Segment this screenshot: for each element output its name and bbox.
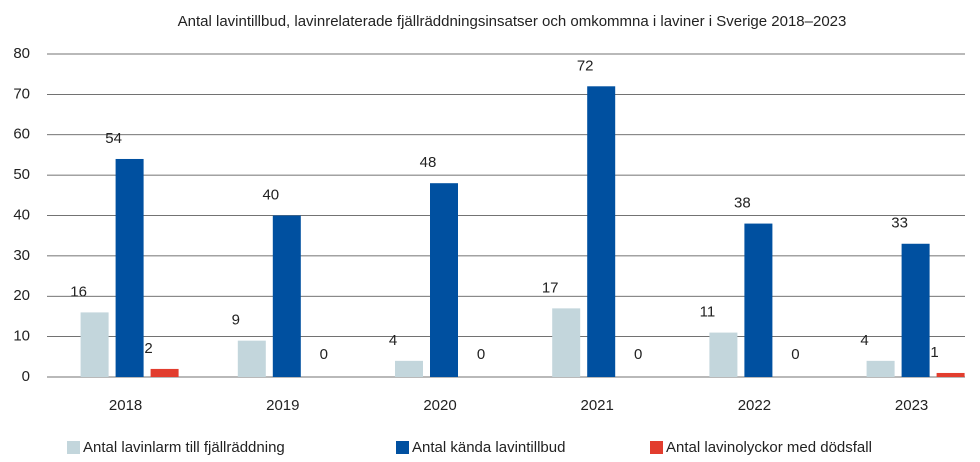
y-tick-label: 20 bbox=[13, 287, 30, 304]
value-label: 38 bbox=[734, 195, 751, 212]
bar bbox=[395, 360, 423, 377]
bar bbox=[866, 360, 895, 377]
chart-title: Antal lavintillbud, lavinrelaterade fjäl… bbox=[178, 13, 847, 30]
x-tick-label: 2023 bbox=[895, 397, 928, 414]
value-label: 72 bbox=[577, 57, 594, 74]
bar bbox=[552, 308, 581, 377]
value-label: 9 bbox=[232, 312, 240, 329]
value-label: 11 bbox=[700, 304, 716, 321]
value-label: 2 bbox=[144, 340, 152, 357]
legend-swatch bbox=[650, 441, 663, 454]
y-tick-label: 0 bbox=[22, 368, 30, 385]
value-label: 0 bbox=[634, 346, 642, 363]
bar bbox=[237, 340, 266, 377]
x-tick-label: 2022 bbox=[738, 397, 771, 414]
value-label: 4 bbox=[860, 332, 868, 349]
value-label: 48 bbox=[420, 154, 437, 171]
y-tick-label: 70 bbox=[13, 85, 30, 102]
value-label: 1 bbox=[930, 344, 938, 361]
value-label: 0 bbox=[791, 346, 799, 363]
y-tick-label: 40 bbox=[13, 206, 30, 223]
bar bbox=[272, 215, 301, 377]
bar bbox=[430, 183, 458, 377]
legend-swatch bbox=[396, 441, 409, 454]
value-label: 0 bbox=[320, 346, 328, 363]
bar bbox=[709, 332, 738, 377]
y-tick-label: 10 bbox=[13, 328, 30, 345]
bar bbox=[936, 372, 965, 377]
value-label: 16 bbox=[70, 283, 87, 300]
x-tick-label: 2019 bbox=[266, 397, 299, 414]
value-label: 40 bbox=[262, 186, 279, 203]
y-tick-label: 60 bbox=[13, 126, 30, 143]
y-tick-label: 80 bbox=[13, 45, 30, 62]
legend-swatch bbox=[67, 441, 80, 454]
bar bbox=[115, 158, 144, 377]
bar bbox=[587, 86, 616, 378]
legend-label: Antal lavinolyckor med dödsfall bbox=[666, 439, 872, 456]
value-label: 4 bbox=[389, 332, 397, 349]
y-tick-label: 50 bbox=[13, 166, 30, 183]
bar bbox=[80, 312, 109, 377]
x-tick-label: 2020 bbox=[423, 397, 456, 414]
value-label: 33 bbox=[891, 215, 908, 232]
value-label: 0 bbox=[477, 346, 485, 363]
bar bbox=[744, 223, 773, 377]
x-tick-label: 2018 bbox=[109, 397, 142, 414]
value-label: 17 bbox=[542, 279, 559, 296]
y-tick-label: 30 bbox=[13, 247, 30, 264]
x-tick-label: 2021 bbox=[581, 397, 614, 414]
value-label: 54 bbox=[105, 130, 122, 147]
legend-label: Antal lavinlarm till fjällräddning bbox=[83, 439, 285, 456]
bar bbox=[150, 368, 179, 377]
legend-label: Antal kända lavintillbud bbox=[412, 439, 565, 456]
bar bbox=[901, 243, 930, 377]
